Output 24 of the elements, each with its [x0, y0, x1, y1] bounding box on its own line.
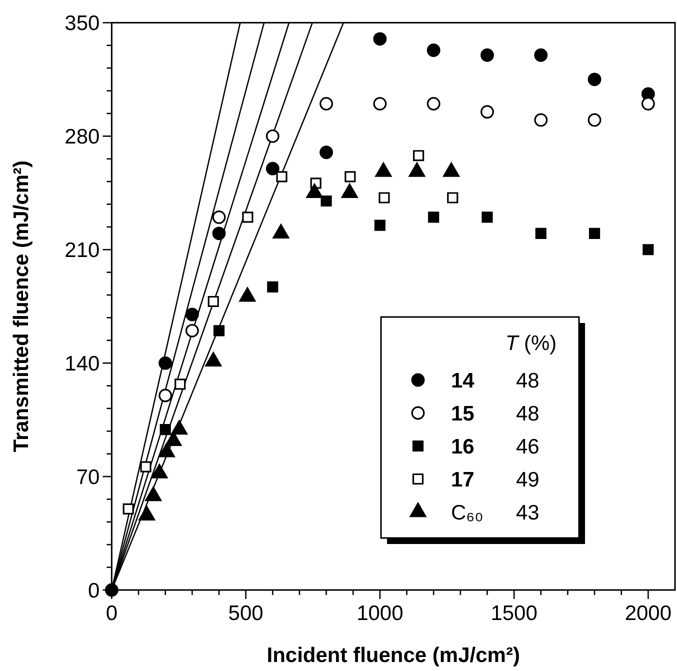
annotation: 46	[516, 435, 540, 458]
annotation: 48	[516, 369, 540, 392]
x-tick-label: 1000	[356, 602, 404, 625]
x-tick-label: 500	[228, 602, 264, 625]
annotation: 48	[516, 402, 540, 426]
y-tick-label: 350	[64, 12, 100, 36]
x-tick-label: 2000	[624, 602, 672, 625]
y-tick-label: 0	[88, 579, 100, 602]
legend-label: 17	[451, 468, 474, 492]
y-tick-label: 210	[64, 238, 100, 262]
annotation: 49	[516, 468, 540, 492]
legend-title: T (%)	[505, 332, 557, 355]
legend-label: 15	[451, 402, 475, 426]
legend-label: C₆₀	[451, 501, 484, 524]
y-tick-label: 140	[64, 352, 100, 376]
y-tick-label: 70	[76, 466, 100, 489]
y-axis-title: Transmitted fluence (mJ/cm²)	[10, 160, 33, 452]
y-tick-label: 280	[64, 126, 100, 149]
legend-label: 14	[451, 369, 475, 392]
x-tick-label: 0	[106, 602, 118, 625]
legend-label: 16	[451, 435, 474, 458]
annotation: 43	[516, 501, 540, 524]
x-axis-title: Incident fluence (mJ/cm²)	[266, 644, 520, 667]
x-tick-label: 1500	[490, 602, 538, 625]
